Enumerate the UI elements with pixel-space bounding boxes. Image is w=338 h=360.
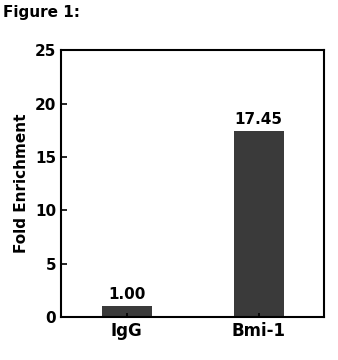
Y-axis label: Fold Enrichment: Fold Enrichment <box>14 114 29 253</box>
Text: 1.00: 1.00 <box>108 287 145 302</box>
Text: 17.45: 17.45 <box>235 112 283 127</box>
Bar <box>102 306 152 317</box>
Text: Figure 1:: Figure 1: <box>3 5 80 21</box>
Bar <box>234 131 284 317</box>
